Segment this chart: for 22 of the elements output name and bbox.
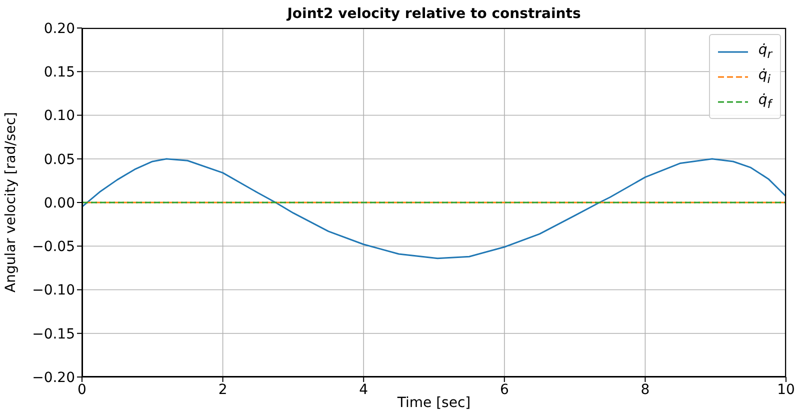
y-tick-label: 0.00 [44,195,75,212]
x-tick-label: 0 [78,382,86,398]
legend-label: q̇$_{r}$ [758,42,772,61]
x-tick-label: 6 [500,382,509,398]
y-tick-label: 0.05 [44,152,75,168]
x-tick-label: 8 [640,382,650,398]
line-series [82,158,786,260]
legend-label: q̇$_{f}$ [758,92,772,111]
y-tick-label: −0.05 [32,239,75,256]
x-tick-label: 2 [218,382,228,398]
y-tick-label: −0.20 [32,370,75,386]
x-tick-label: 10 [777,382,795,398]
y-axis-title: Angular velocity [rad/sec] [2,112,19,292]
y-tick-label: 0.20 [44,20,75,37]
y-tick-label: −0.10 [32,282,75,299]
y-tick-label: 0.10 [44,108,75,124]
y-tick-label: 0.15 [44,64,75,81]
chart-title: Joint2 velocity relative to constraints [286,6,582,22]
legend-label: q̇$_{i}$ [758,67,770,86]
y-tick-label: −0.15 [32,326,75,342]
x-axis-title: Time [sec] [396,395,471,411]
x-tick-label: 4 [359,382,368,398]
